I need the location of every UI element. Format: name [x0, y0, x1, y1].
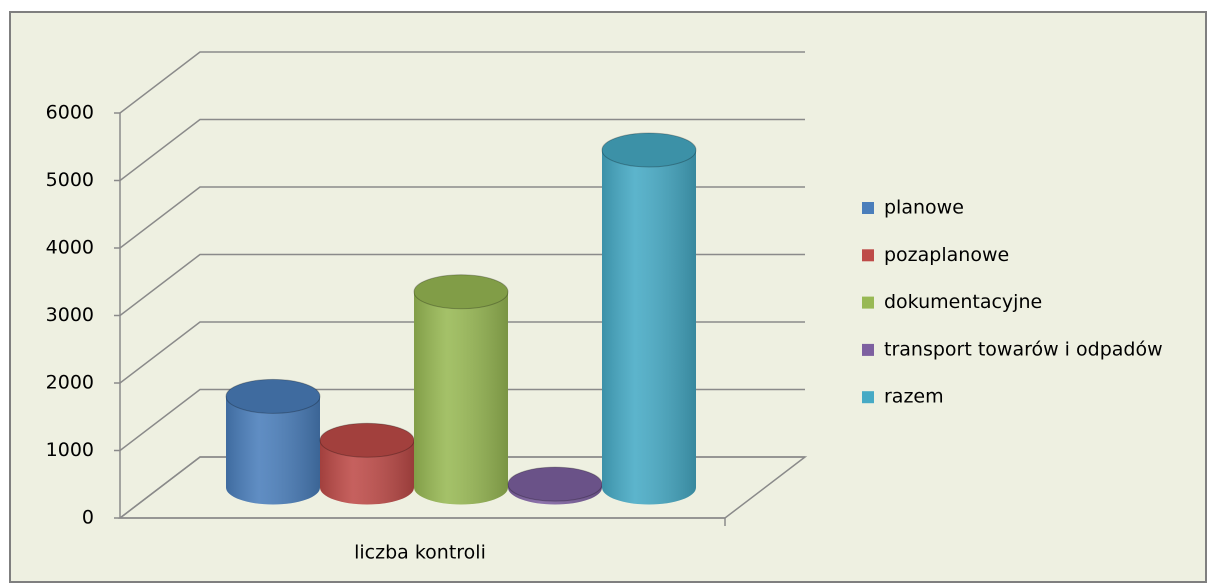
grid-line: [119, 51, 805, 114]
legend-label: pozaplanowe: [884, 244, 1009, 266]
cylinder-top: [601, 132, 697, 168]
y-tick-label: 5000: [46, 169, 94, 191]
y-tick-label: 1000: [46, 439, 94, 461]
legend-swatch: [862, 249, 874, 262]
cylinder-top: [319, 422, 415, 458]
y-tick-label: 0: [82, 507, 94, 529]
y-tick-label: 4000: [46, 237, 94, 259]
cylinder-shade: [602, 150, 696, 505]
legend-label: transport towarów i odpadów: [884, 338, 1163, 360]
legend-label: razem: [884, 386, 944, 408]
legend-label: planowe: [884, 197, 964, 219]
cylinder-shade: [414, 291, 508, 505]
cylinder-top: [225, 378, 321, 414]
cylinder-top: [413, 274, 509, 310]
legend-swatch: [862, 296, 874, 309]
legend-swatch: [862, 202, 874, 214]
y-tick-label: 3000: [46, 304, 94, 326]
grid-line: [119, 118, 805, 182]
cylinder-shade: [226, 396, 320, 505]
category-label: liczba kontroli: [354, 542, 486, 564]
cylinder-shade: [320, 440, 414, 505]
legend-swatch: [862, 391, 874, 404]
cylinder-top: [507, 466, 603, 502]
y-tick-label: 6000: [46, 102, 94, 124]
legend-label: dokumentacyjne: [884, 291, 1042, 313]
y-tick-label: 2000: [46, 372, 94, 394]
legend-swatch: [862, 343, 874, 356]
